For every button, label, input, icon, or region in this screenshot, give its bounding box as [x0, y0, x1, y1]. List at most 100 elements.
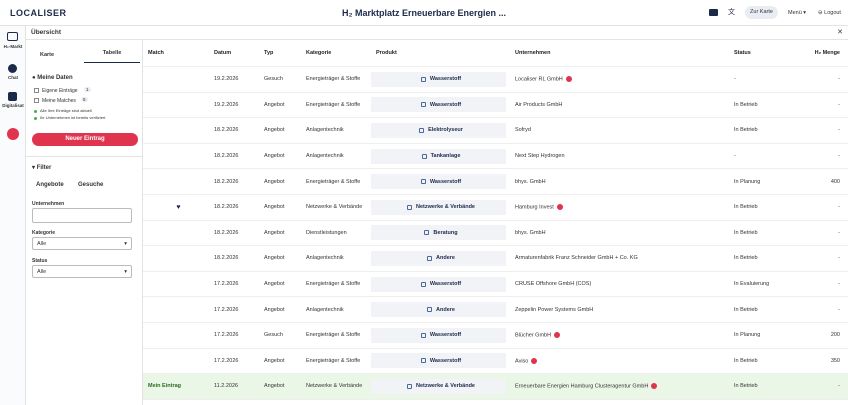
product: Wasserstoff — [429, 178, 462, 185]
table-row[interactable]: 17.2.2026 Angebot Energieträger & Stoffe Wa… — [143, 272, 848, 298]
product-icon — [420, 179, 426, 185]
company-cell: bhys. GmbH — [510, 230, 729, 236]
column-header[interactable]: Datum — [214, 50, 232, 56]
date: 18.2.2026 — [214, 229, 239, 236]
product-icon — [419, 127, 425, 133]
count: 5 — [81, 97, 88, 102]
company: Air Products GmbH — [515, 101, 563, 108]
product: Elektrolyseur — [428, 127, 463, 134]
type: Angebot — [264, 255, 285, 262]
product-icon — [420, 102, 426, 108]
type: Angebot — [264, 229, 285, 236]
amount: - — [838, 76, 840, 83]
status: In Planung — [734, 332, 761, 339]
date: 17.2.2026 — [214, 281, 239, 288]
market-icon[interactable] — [7, 32, 18, 41]
company: Aviso — [515, 358, 529, 365]
category: Netzwerke & Verbände — [306, 204, 363, 211]
product-cell: Tankanlage — [371, 148, 506, 164]
category: Energieträger & Stoffe — [306, 76, 361, 83]
company-cell: Sofryd — [510, 127, 729, 133]
company: Blücher GmbH — [515, 332, 552, 339]
rail-item[interactable]: H₂-Markt — [3, 44, 23, 49]
logout-text[interactable]: Logout — [824, 10, 841, 16]
table-row[interactable]: 19.2.2026 Gesuch Energieträger & Stoffe Was… — [143, 67, 848, 93]
amount: 350 — [830, 357, 840, 364]
nav-rail: H₂-Markt Chat Digitalisat — [0, 26, 26, 405]
company-cell: Hamburg Invest — [510, 204, 729, 210]
amount: - — [838, 204, 840, 211]
product-icon — [420, 332, 426, 338]
table-row[interactable]: 19.2.2026 Angebot Energieträger & Stoffe Wa… — [143, 93, 848, 119]
checkbox[interactable] — [34, 88, 39, 93]
table-row[interactable]: 18.2.2026 Angebot Anlagentechnik Elektrolys… — [143, 118, 848, 144]
check-label: Eigene Einträge — [42, 88, 78, 94]
translate-icon[interactable]: 文 — [728, 9, 735, 16]
rail-item[interactable]: Chat — [8, 75, 18, 80]
table-row[interactable]: Mein Eintrag 11.2.2026 Angebot Netzwerke & … — [143, 374, 848, 400]
logout[interactable]: ⊖ Logout — [818, 10, 841, 16]
section-title: ● Meine Daten — [32, 75, 73, 81]
map-button[interactable]: Zur Karte — [745, 6, 778, 19]
product-cell: Wasserstoff — [371, 174, 506, 190]
table-row[interactable]: 17.2.2026 Angebot Anlagentechnik Andere Zepp… — [143, 297, 848, 323]
filter-panel: Karte Tabelle ● Meine Daten Neuer Eintra… — [26, 40, 143, 405]
filter-tab[interactable]: Gesuche — [78, 182, 104, 188]
type: Gesuch — [264, 76, 283, 83]
category: Dienstleistungen — [306, 229, 347, 236]
amount: - — [838, 153, 840, 160]
subheader: Übersicht ✕ — [26, 26, 848, 40]
table: Match Datum Typ Kategorie Produkt Unternehmen… — [143, 40, 848, 405]
amount: - — [838, 306, 840, 313]
column-header[interactable]: Status — [734, 50, 751, 56]
table-row[interactable]: ♥ 18.2.2026 Angebot Netzwerke & Verbände Net… — [143, 195, 848, 221]
table-row[interactable]: 18.2.2026 Angebot Energieträger & Stoffe Wa… — [143, 169, 848, 195]
status-select[interactable]: Alle ▾ — [32, 265, 132, 278]
table-row[interactable]: 17.2.2026 Gesuch Energieträger & Stoffe Was… — [143, 323, 848, 349]
tab-active[interactable]: Tabelle — [84, 49, 140, 63]
rail-item[interactable]: Digitalisat — [2, 103, 24, 108]
table-row[interactable]: 17.2.2026 Angebot Energieträger & Stoffe Wa… — [143, 349, 848, 375]
close[interactable]: ✕ — [837, 29, 843, 36]
company: Zeppelin Power Systems GmbH — [515, 306, 594, 313]
tab[interactable]: Karte — [40, 52, 55, 58]
select-value: Alle — [37, 241, 47, 247]
checkbox[interactable] — [34, 98, 39, 103]
filter-tab[interactable]: Angebote — [36, 182, 64, 188]
column-header[interactable]: Typ — [264, 50, 274, 56]
column-header[interactable]: Produkt — [376, 50, 397, 56]
product-cell: Beratung — [371, 225, 506, 241]
product: Tankanlage — [430, 153, 461, 160]
category: Energieträger & Stoffe — [306, 357, 361, 364]
label: Unternehmen — [32, 201, 65, 207]
table-row[interactable]: 18.2.2026 Angebot Anlagentechnik Tankanlage… — [143, 144, 848, 170]
product: Wasserstoff — [429, 357, 462, 364]
chat-icon[interactable] — [8, 64, 17, 73]
amount: - — [838, 255, 840, 262]
category-select[interactable]: Alle ▾ — [32, 237, 132, 250]
table-row[interactable]: 18.2.2026 Angebot Dienstleistungen Beratung… — [143, 221, 848, 247]
company: Armaturenfabrik Franz Schneider GmbH + C… — [515, 255, 638, 262]
h2-icon[interactable] — [7, 128, 19, 140]
date: 17.2.2026 — [214, 357, 239, 364]
date: 19.2.2026 — [214, 101, 239, 108]
product: Andere — [436, 306, 455, 313]
category: Energieträger & Stoffe — [306, 178, 361, 185]
logo[interactable]: LOCALISER — [10, 8, 67, 18]
column-header[interactable]: Kategorie — [306, 50, 332, 56]
status: In Betrieb — [734, 101, 758, 108]
table-row[interactable]: 18.2.2026 Angebot Anlagentechnik Andere Arma… — [143, 246, 848, 272]
digital-icon[interactable] — [8, 92, 17, 101]
status: In Evaluierung — [734, 281, 770, 288]
column-header[interactable]: Unternehmen — [515, 50, 551, 56]
column-header[interactable]: H₂ Menge — [814, 50, 840, 56]
mail-icon[interactable] — [709, 9, 718, 16]
company-input[interactable] — [32, 208, 132, 223]
new-entry-button[interactable]: Neuer Eintrag — [32, 133, 138, 146]
menu[interactable]: Menü ▾ — [788, 10, 807, 16]
company: Erneuerbare Energien Hamburg Clusteragen… — [515, 383, 649, 390]
product-cell: Netzwerke & Verbände — [371, 378, 506, 394]
status: In Betrieb — [734, 383, 758, 390]
product-cell: Wasserstoff — [371, 71, 506, 87]
column-header[interactable]: Match — [148, 50, 164, 56]
